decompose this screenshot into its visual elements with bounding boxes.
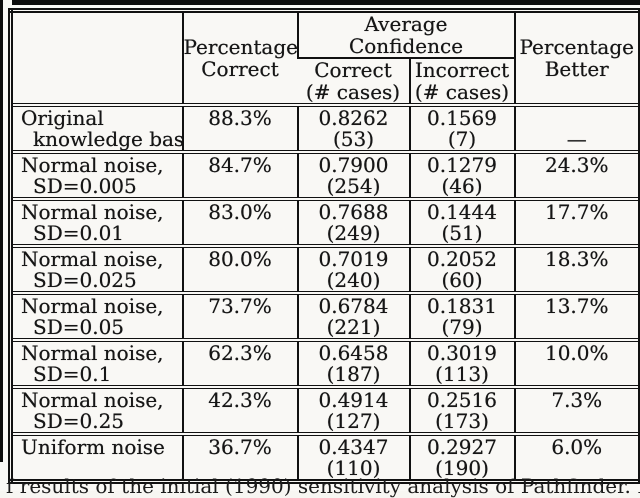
row-label-line1: Normal noise,: [21, 343, 180, 364]
pct-better-value: 24.3%: [516, 155, 639, 176]
results-table: Percentage Correct Average Confidence Pe…: [8, 8, 640, 484]
conf-incorrect-cases: (113): [411, 364, 514, 385]
conf-incorrect-value: 0.3019: [411, 343, 514, 364]
row-label-line1: Normal noise,: [21, 296, 180, 317]
col-header-percentage-better: Percentage Better: [515, 11, 640, 106]
pct-correct-value: 88.3%: [184, 108, 297, 129]
conf-correct-value: 0.4347: [299, 437, 409, 458]
table-row: Normal noise,SD=0.01 83.0% 0.7688(249) 0…: [11, 199, 640, 246]
pct-better-line2: [516, 411, 639, 432]
row-label-line2: knowledge base: [21, 129, 180, 150]
conf-correct-value: 0.7019: [299, 249, 409, 270]
table-row: Normal noise,SD=0.025 80.0% 0.7019(240) …: [11, 246, 640, 293]
row-label-line1: Normal noise,: [21, 155, 180, 176]
col-header-incorrect-cases: Incorrect (# cases): [410, 58, 515, 105]
col-header-correct-cases: Correct (# cases): [298, 58, 410, 105]
pct-better-line2: [516, 317, 639, 338]
row-label-line1: Normal noise,: [21, 390, 180, 411]
conf-correct-value: 0.7688: [299, 202, 409, 223]
row-label-line2: SD=0.025: [21, 270, 180, 291]
conf-correct-cases: (53): [299, 129, 409, 150]
row-label-line2: SD=0.05: [21, 317, 180, 338]
pct-correct-value: 62.3%: [184, 343, 297, 364]
conf-incorrect-cases: (46): [411, 176, 514, 197]
col-header-percentage-correct: Percentage Correct: [183, 11, 298, 106]
conf-incorrect-cases: (173): [411, 411, 514, 432]
table-row: Normal noise,SD=0.1 62.3% 0.6458(187) 0.…: [11, 340, 640, 387]
row-label-line1: Normal noise,: [21, 249, 180, 270]
pct-better-line2: [516, 364, 639, 385]
table-row: Normal noise,SD=0.25 42.3% 0.4914(127) 0…: [11, 387, 640, 434]
conf-incorrect-cases: (60): [411, 270, 514, 291]
conf-correct-value: 0.8262: [299, 108, 409, 129]
row-label-line1: Uniform noise: [21, 437, 180, 458]
pct-better-line2: [516, 270, 639, 291]
conf-correct-value: 0.4914: [299, 390, 409, 411]
conf-incorrect-cases: (79): [411, 317, 514, 338]
pct-better-line2: [516, 223, 639, 244]
pct-better-value: 10.0%: [516, 343, 639, 364]
pct-better-value: 17.7%: [516, 202, 639, 223]
row-label-line2: SD=0.01: [21, 223, 180, 244]
conf-incorrect-cases: (51): [411, 223, 514, 244]
corner-cell: [11, 11, 183, 106]
pct-correct-value: 84.7%: [184, 155, 297, 176]
conf-correct-cases: (249): [299, 223, 409, 244]
conf-incorrect-value: 0.1831: [411, 296, 514, 317]
conf-correct-cases: (240): [299, 270, 409, 291]
table-row: Normal noise,SD=0.05 73.7% 0.6784(221) 0…: [11, 293, 640, 340]
row-label-line1: Original: [21, 108, 180, 129]
conf-correct-cases: (127): [299, 411, 409, 432]
conf-correct-cases: (187): [299, 364, 409, 385]
pct-correct-value: 42.3%: [184, 390, 297, 411]
caption-fragment: f results of the initial (1990) sensitiv…: [6, 474, 640, 498]
conf-correct-value: 0.6458: [299, 343, 409, 364]
pct-correct-value: 83.0%: [184, 202, 297, 223]
top-edge-rule: [12, 0, 640, 5]
pct-correct-value: 36.7%: [184, 437, 297, 458]
pct-better-value: 13.7%: [516, 296, 639, 317]
conf-correct-cases: (254): [299, 176, 409, 197]
pct-better-value: 6.0%: [516, 437, 639, 458]
conf-incorrect-value: 0.2927: [411, 437, 514, 458]
conf-correct-cases: (221): [299, 317, 409, 338]
conf-correct-value: 0.6784: [299, 296, 409, 317]
pct-better-line2: [516, 176, 639, 197]
table-row: Normal noise,SD=0.005 84.7% 0.7900(254) …: [11, 152, 640, 199]
conf-incorrect-value: 0.1569: [411, 108, 514, 129]
conf-incorrect-value: 0.1279: [411, 155, 514, 176]
conf-incorrect-value: 0.2516: [411, 390, 514, 411]
pct-correct-value: 80.0%: [184, 249, 297, 270]
pct-better-dash: —: [516, 129, 639, 150]
conf-incorrect-value: 0.2052: [411, 249, 514, 270]
row-label-line2: SD=0.25: [21, 411, 180, 432]
pct-correct-value: 73.7%: [184, 296, 297, 317]
row-label-line2: SD=0.1: [21, 364, 180, 385]
row-label-line2: SD=0.005: [21, 176, 180, 197]
col-header-average-confidence: Average Confidence: [298, 11, 515, 59]
row-label-line1: Normal noise,: [21, 202, 180, 223]
conf-incorrect-value: 0.1444: [411, 202, 514, 223]
pct-better-value: [516, 108, 639, 129]
pct-better-value: 7.3%: [516, 390, 639, 411]
conf-incorrect-cases: (7): [411, 129, 514, 150]
pct-better-value: 18.3%: [516, 249, 639, 270]
left-edge-rule: [0, 0, 3, 462]
conf-correct-value: 0.7900: [299, 155, 409, 176]
